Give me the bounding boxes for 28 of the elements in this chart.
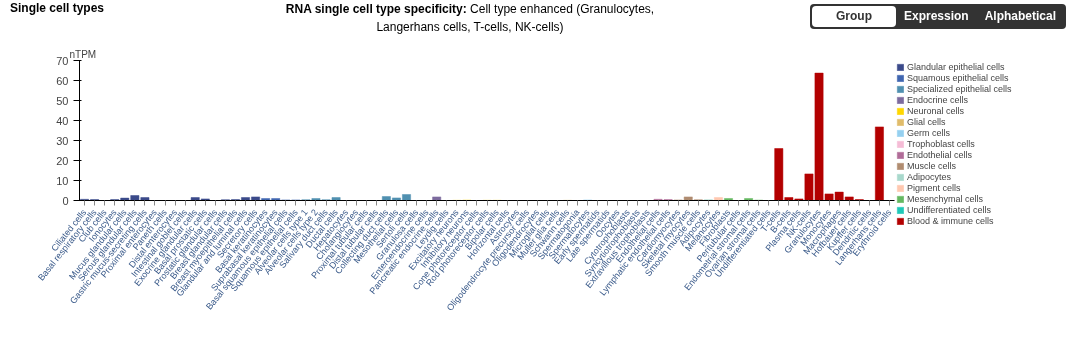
text: Single cell types bbox=[10, 1, 105, 15]
legend-label: Muscle cells bbox=[907, 161, 957, 171]
y-tick-label: 10 bbox=[56, 174, 69, 187]
y-tick-label: 30 bbox=[56, 134, 69, 147]
chart-title: RNA single cell type specificity: bbox=[285, 2, 467, 16]
y-tick-label: 0 bbox=[62, 194, 69, 207]
y-tick-label: 20 bbox=[56, 154, 69, 167]
text: Expression bbox=[903, 8, 970, 25]
legend-label: Trophoblast cells bbox=[907, 139, 975, 149]
text: Alphabetical bbox=[983, 8, 1058, 25]
legend-label: Adipocytes bbox=[907, 172, 952, 182]
legend-label: Squamous epithelial cells bbox=[907, 73, 1009, 83]
legend-label: Specialized epithelial cells bbox=[907, 84, 1012, 94]
legend-label: Endothelial cells bbox=[907, 150, 973, 160]
text: Group bbox=[812, 6, 896, 28]
legend-label: Blood & immune cells bbox=[907, 216, 994, 226]
y-tick-label: 60 bbox=[56, 74, 69, 87]
legend-label: Endocrine cells bbox=[907, 95, 969, 105]
y-tick-label: 50 bbox=[56, 94, 69, 107]
y-tick-label: 70 bbox=[56, 54, 69, 67]
legend-label: Neuronal cells bbox=[907, 106, 965, 116]
legend-label: Germ cells bbox=[907, 128, 951, 138]
legend-label: Glandular epithelial cells bbox=[907, 62, 1005, 72]
legend-label: Mesenchymal cells bbox=[907, 194, 984, 204]
y-axis-title: nTPM bbox=[69, 48, 97, 60]
y-tick-label: 40 bbox=[56, 114, 69, 127]
legend-label: Pigment cells bbox=[907, 183, 961, 193]
legend-label: Glial cells bbox=[907, 117, 946, 127]
